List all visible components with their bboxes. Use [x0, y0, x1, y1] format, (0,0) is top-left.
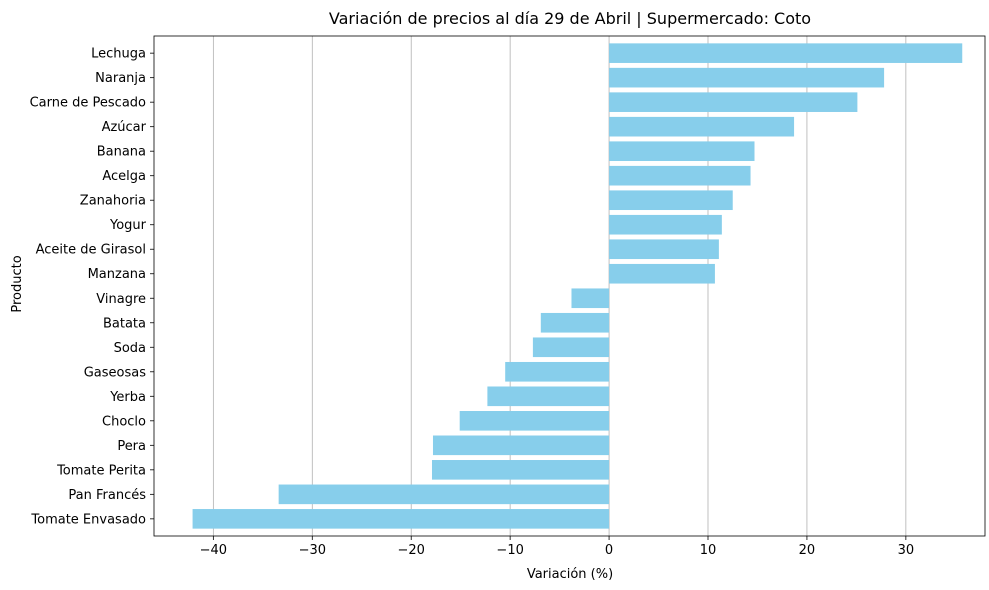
bar: [487, 386, 610, 407]
bars: [192, 43, 963, 529]
bar: [609, 43, 963, 63]
plot-frame: [153, 35, 986, 537]
bar: [609, 67, 885, 88]
y-tick-label: Tomate Envasado: [30, 512, 146, 527]
bar: [431, 460, 610, 480]
y-tick-label: Soda: [114, 341, 146, 356]
x-tick-label: −20: [397, 543, 424, 558]
y-tick-label: Pera: [117, 439, 146, 454]
bar: [432, 435, 610, 456]
y-tick-label: Yogur: [109, 218, 147, 233]
bar: [609, 116, 795, 137]
x-axis-label: Variación (%): [527, 567, 613, 582]
y-tick-label: Lechuga: [91, 47, 146, 62]
y-tick-label: Batata: [103, 316, 146, 331]
y-tick-label: Tomate Perita: [56, 463, 146, 478]
y-tick-label: Banana: [97, 145, 146, 160]
x-tick-label: −40: [200, 543, 227, 558]
y-tick-label: Pan Francés: [68, 488, 146, 503]
y-tick-label: Naranja: [95, 71, 146, 86]
y-tick-label: Vinagre: [96, 292, 146, 307]
bar: [609, 141, 755, 161]
x-tick-label: −10: [496, 543, 523, 558]
bar: [609, 165, 751, 186]
bar: [609, 214, 722, 235]
bar: [609, 239, 719, 260]
y-tick-label: Zanahoria: [80, 194, 146, 209]
y-tick-label: Aceite de Girasol: [36, 243, 146, 258]
x-tick-label: 10: [700, 543, 717, 558]
bar: [609, 263, 715, 284]
chart-title: Variación de precios al día 29 de Abril …: [329, 9, 811, 28]
axes: −40 −30 −20 −10 0 10 20 30 Lechuga Naranja Carne d…: [30, 35, 986, 558]
y-tick-label: Gaseosas: [84, 365, 147, 380]
x-tick-label: 0: [605, 543, 613, 558]
bar: [571, 288, 610, 309]
x-tick-label: 30: [898, 543, 915, 558]
y-tick-label: Choclo: [102, 414, 146, 429]
y-axis-label: Producto: [10, 255, 25, 312]
x-tick-label: 20: [799, 543, 816, 558]
bar: [505, 361, 610, 382]
bar: [459, 411, 610, 431]
bar: [609, 92, 858, 112]
bar: [278, 484, 610, 505]
bar: [532, 337, 610, 358]
y-tick-label: Carne de Pescado: [30, 96, 146, 111]
bar: [540, 312, 610, 333]
y-tick-label: Acelga: [102, 169, 146, 184]
y-tick-label: Yerba: [109, 390, 146, 405]
y-tick-label: Azúcar: [102, 120, 147, 135]
x-tick-label: −30: [299, 543, 326, 558]
y-tick-label: Manzana: [88, 267, 146, 282]
bar: [609, 190, 733, 211]
bar: [192, 509, 610, 529]
